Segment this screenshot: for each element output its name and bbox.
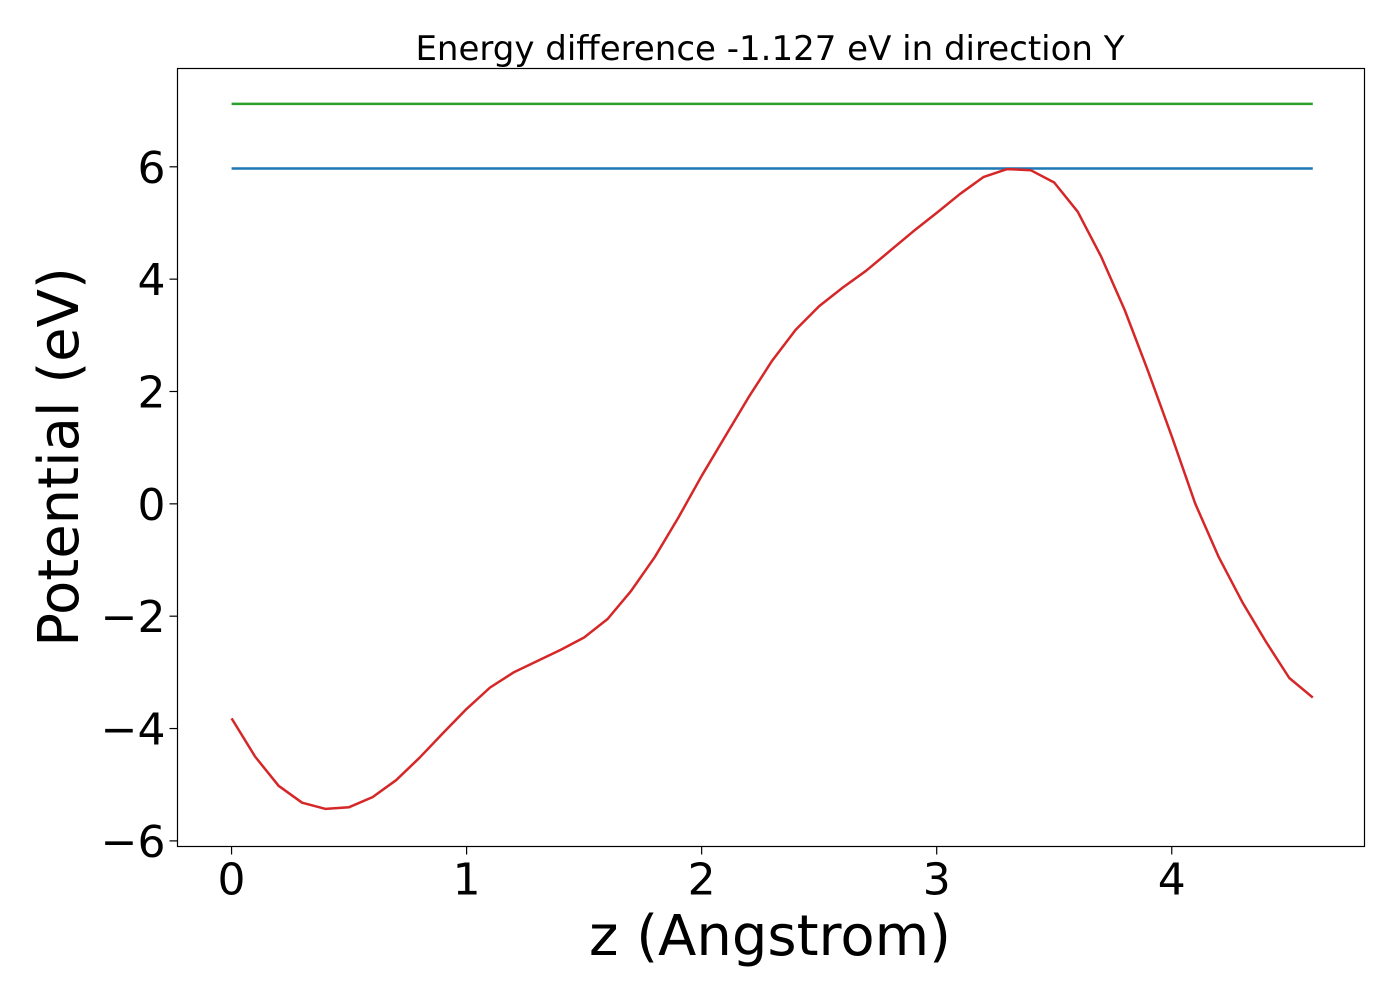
plot-frame: [176, 67, 1366, 848]
y-tick-label: −4: [101, 705, 166, 756]
y-tick-label: 2: [138, 367, 166, 418]
y-tick-label: −6: [101, 817, 166, 868]
plot-lines: [230, 102, 1314, 811]
x-tick-label: 4: [1158, 855, 1186, 906]
x-tick-label: 3: [923, 855, 951, 906]
series-line-2: [230, 167, 1314, 811]
x-axis-label: z (Angstrom): [589, 904, 951, 969]
y-tick-label: −2: [101, 592, 166, 643]
y-axis-ticks: −6 −4 −2 0 2 4 6: [101, 143, 178, 868]
x-tick-label: 1: [453, 855, 481, 906]
chart-title: Energy difference -1.127 eV in direction…: [415, 29, 1124, 69]
y-tick-label: 4: [138, 255, 166, 306]
x-tick-label: 2: [688, 855, 716, 906]
x-tick-label: 0: [218, 855, 246, 906]
y-tick-label: 0: [138, 480, 166, 531]
y-axis-label: Potential (eV): [27, 267, 92, 647]
y-tick-label: 6: [138, 143, 166, 194]
x-axis-ticks: 0 1 2 3 4: [218, 846, 1186, 906]
